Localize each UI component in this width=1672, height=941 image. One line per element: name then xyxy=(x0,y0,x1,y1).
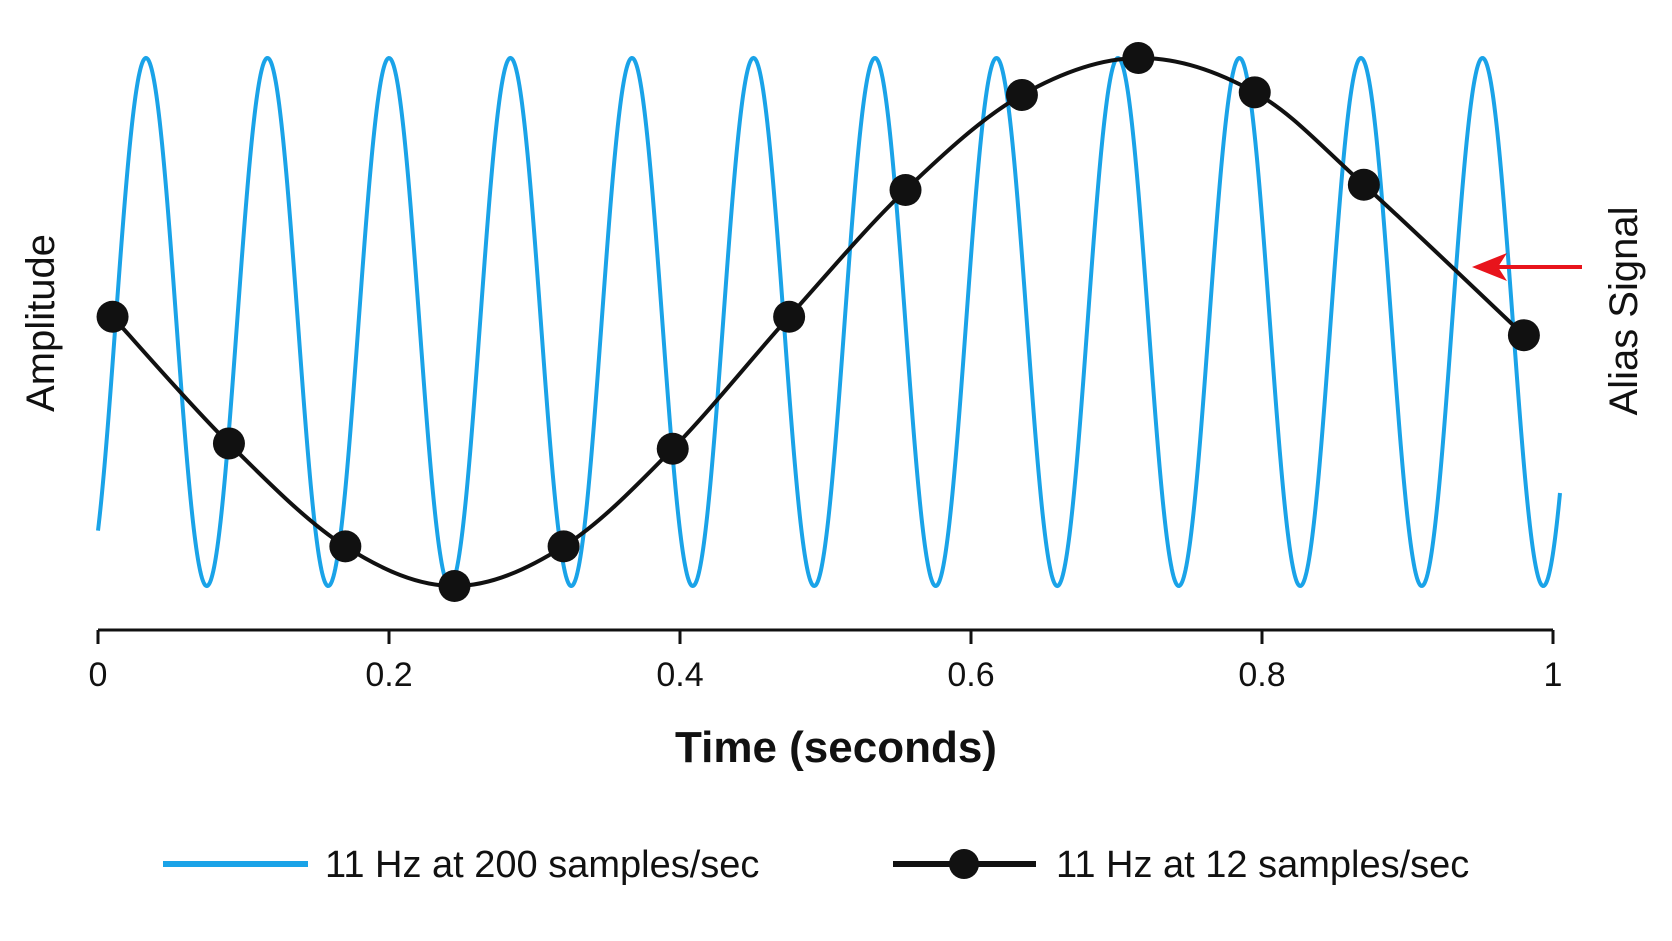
alias-arrow-head xyxy=(1472,253,1507,281)
series-line-11hz-12sps xyxy=(111,55,1526,589)
x-tick-label-3: 0.6 xyxy=(947,656,994,694)
x-tick-label-0: 0 xyxy=(89,656,108,694)
alias-signal-label: Alias Signal xyxy=(1602,206,1646,415)
alias-arrow xyxy=(1472,253,1582,281)
sample-point-6 xyxy=(773,300,806,333)
sample-point-12 xyxy=(1507,319,1540,352)
sample-point-4 xyxy=(547,530,580,563)
sample-point-0 xyxy=(96,300,129,333)
sample-point-8 xyxy=(1005,78,1038,111)
sample-point-2 xyxy=(329,530,362,563)
x-tick-label-5: 1 xyxy=(1544,656,1563,694)
sample-point-9 xyxy=(1122,42,1155,74)
legend: 11 Hz at 200 samples/sec 11 Hz at 12 sam… xyxy=(163,844,1469,886)
y-axis-label: Amplitude xyxy=(19,234,63,412)
sample-point-7 xyxy=(889,174,922,206)
x-axis-label: Time (seconds) xyxy=(675,723,997,772)
legend-swatch-marker-series-12 xyxy=(949,849,979,879)
sample-point-10 xyxy=(1238,76,1271,109)
legend-label-series-12: 11 Hz at 12 samples/sec xyxy=(1056,844,1469,886)
legend-label-series-200: 11 Hz at 200 samples/sec xyxy=(325,844,759,886)
x-axis: 0 0.2 0.4 0.6 0.8 1 xyxy=(89,628,1563,694)
x-tick-label-1: 0.2 xyxy=(365,656,412,694)
sample-point-11 xyxy=(1347,168,1380,201)
series-line-11hz-200sps xyxy=(96,55,1562,589)
sample-point-3 xyxy=(438,570,471,602)
x-tick-label-4: 0.8 xyxy=(1238,656,1285,694)
plot-area xyxy=(96,42,1562,602)
sample-point-5 xyxy=(656,432,689,465)
x-tick-label-2: 0.4 xyxy=(656,656,703,694)
sample-point-1 xyxy=(212,427,245,460)
